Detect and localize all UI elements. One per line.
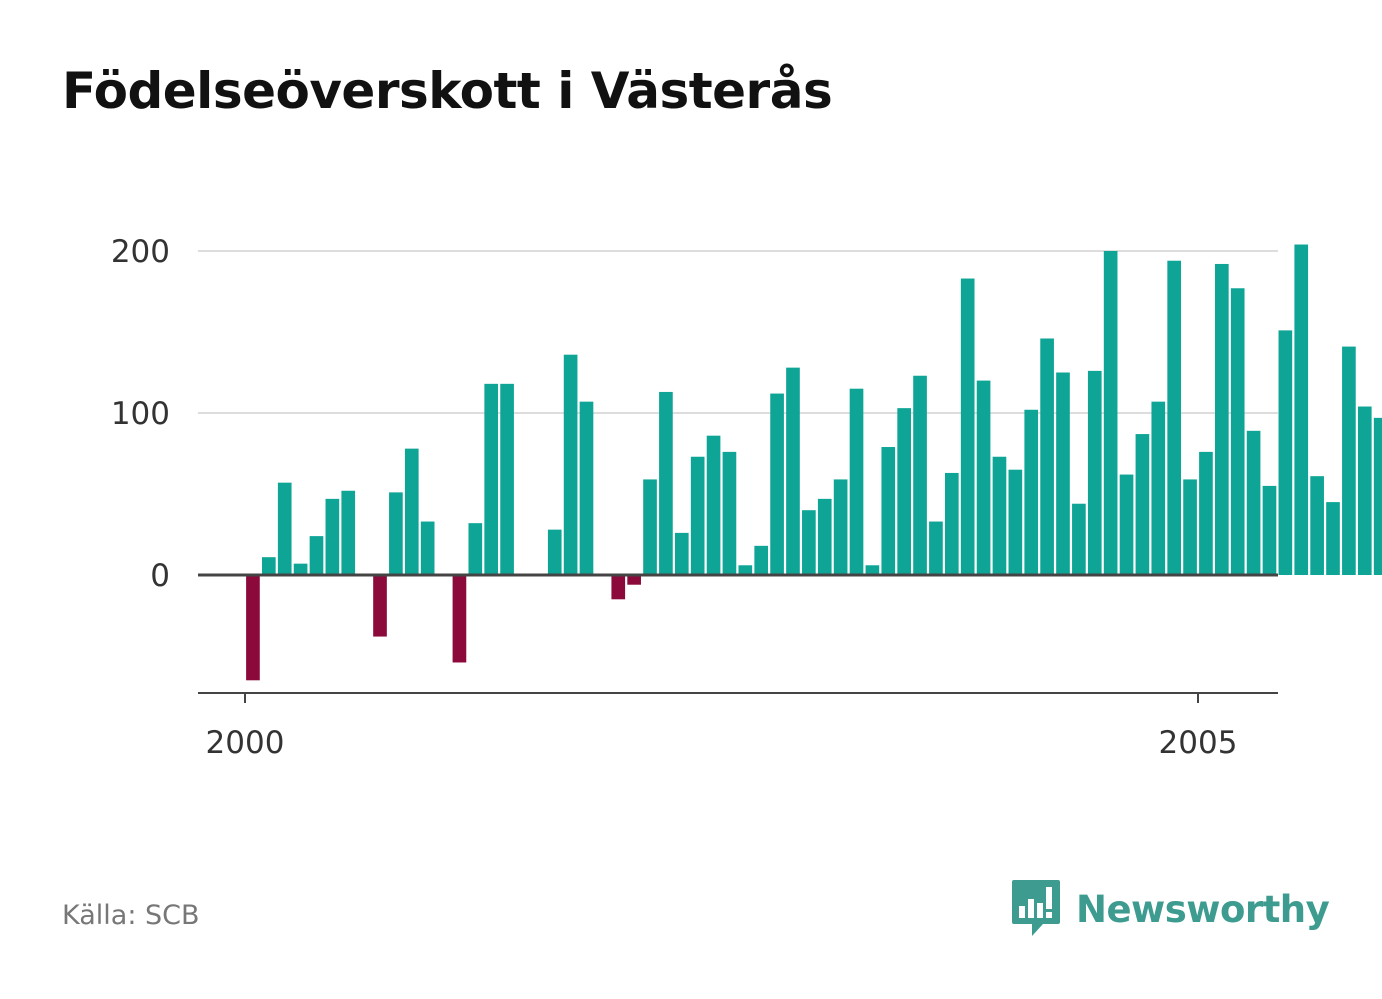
- y-tick-label: 100: [111, 396, 170, 432]
- bar: [1151, 401, 1166, 575]
- bars: [246, 244, 1382, 681]
- bar: [627, 575, 641, 585]
- bar: [1103, 251, 1118, 575]
- bar: [1040, 338, 1054, 575]
- bar: [1230, 288, 1245, 575]
- bar: [547, 529, 562, 575]
- bar: [468, 523, 483, 575]
- bar: [1294, 244, 1309, 575]
- bar: [420, 521, 435, 575]
- bar: [579, 401, 594, 575]
- bar: [992, 456, 1007, 575]
- bar: [643, 479, 657, 575]
- bar: [246, 575, 260, 681]
- x-tick-label: 2005: [1159, 725, 1238, 761]
- bar: [262, 557, 276, 575]
- y-tick-label: 200: [111, 234, 170, 270]
- bar: [802, 510, 816, 575]
- bar: [611, 575, 626, 600]
- x-axis-ticks: 200020052010201520202025: [206, 693, 1238, 761]
- bar: [563, 354, 578, 575]
- bar: [309, 536, 324, 575]
- newsworthy-logo-icon: [1012, 880, 1060, 936]
- bar: [786, 367, 800, 575]
- bar: [341, 490, 356, 575]
- x-tick-label: 2000: [206, 725, 285, 761]
- bar: [1008, 469, 1023, 575]
- bar: [1262, 485, 1277, 575]
- bar: [1199, 451, 1213, 575]
- bar: [325, 498, 340, 575]
- bar: [293, 563, 308, 575]
- bar: [500, 383, 514, 575]
- bar: [373, 575, 387, 637]
- bar: [849, 388, 864, 575]
- bar: [913, 375, 927, 575]
- newsworthy-logo[interactable]: Newsworthy: [1010, 878, 1330, 940]
- axes: [198, 573, 1278, 694]
- bar: [389, 492, 403, 575]
- bar: [722, 451, 737, 575]
- bar: [1056, 372, 1070, 575]
- bar: [1357, 406, 1372, 575]
- bar: [690, 456, 705, 575]
- bar: [1087, 370, 1102, 575]
- bar: [944, 472, 959, 575]
- bar: [1119, 474, 1134, 575]
- bar: [738, 565, 753, 575]
- bar: [1183, 479, 1197, 575]
- y-tick-label: 0: [150, 558, 170, 594]
- bar: [929, 521, 943, 575]
- bar: [1135, 434, 1150, 575]
- bar: [770, 393, 784, 575]
- bar: [865, 565, 880, 575]
- bar: [960, 278, 975, 575]
- bar: [1278, 330, 1293, 575]
- bar: [881, 447, 896, 575]
- bar: [706, 435, 721, 575]
- bar: [452, 575, 467, 663]
- bar: [1072, 503, 1086, 575]
- bar: [817, 498, 832, 575]
- bar: [277, 482, 292, 575]
- bar: [976, 380, 991, 575]
- bar: [1310, 476, 1324, 575]
- bar: [484, 383, 499, 575]
- bar: [1024, 409, 1039, 575]
- y-axis-ticks: 0 100 200: [111, 234, 170, 594]
- bar: [1342, 346, 1356, 575]
- source-note: Källa: SCB: [62, 900, 200, 931]
- bar: [1326, 502, 1340, 575]
- bar: [1373, 417, 1382, 575]
- bar: [754, 545, 769, 575]
- bar: [1215, 263, 1229, 575]
- bar: [1246, 430, 1261, 575]
- brand-name: Newsworthy: [1076, 887, 1330, 931]
- bar: [404, 448, 419, 575]
- bar: [833, 479, 848, 575]
- bar: [674, 532, 689, 575]
- bar: [659, 391, 673, 575]
- bar: [897, 408, 911, 575]
- bar: [1167, 260, 1182, 575]
- chart-title: Födelseöverskott i Västerås: [62, 62, 833, 120]
